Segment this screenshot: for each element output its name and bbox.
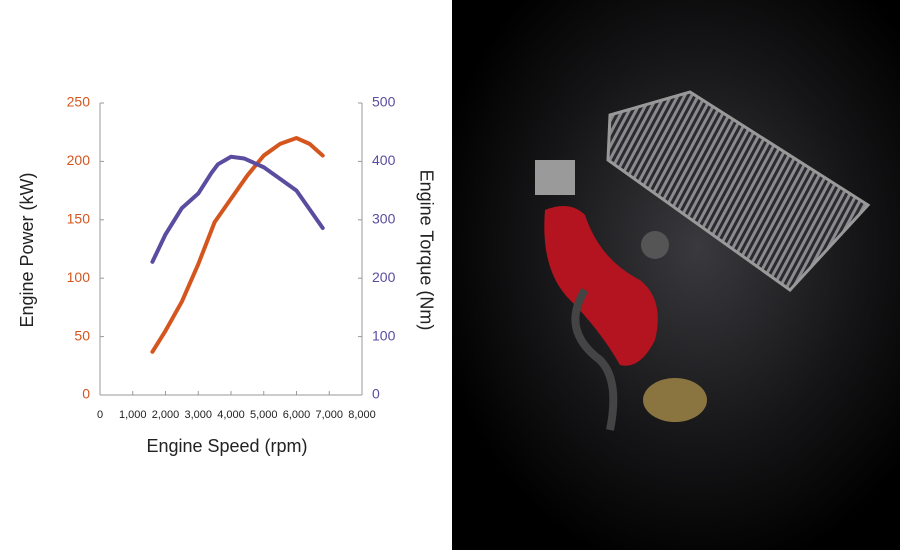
series-line: [150, 136, 325, 354]
y-tick-label: 150: [67, 211, 91, 227]
engine-bracket: [535, 160, 575, 195]
y-tick-label: 0: [82, 386, 90, 402]
y-tick-label: 100: [67, 269, 91, 285]
series-line: [150, 154, 325, 264]
y2-axis-title: Engine Torque (Nm): [416, 170, 436, 331]
photo-background: [452, 0, 900, 550]
x-tick-label: 8,000: [348, 409, 376, 421]
x-tick-label: 6,000: [283, 409, 311, 421]
intercooler: [606, 90, 871, 292]
throttle-body: [641, 231, 669, 259]
x-tick-label: 5,000: [250, 409, 278, 421]
x-tick-label: 4,000: [217, 409, 245, 421]
y-tick-label: 250: [67, 94, 91, 110]
x-tick-label: 7,000: [315, 409, 343, 421]
y-tick-label: 200: [67, 152, 91, 168]
hose: [571, 287, 618, 431]
x-tick-label: 3,000: [184, 409, 212, 421]
y2-tick-label: 0: [372, 386, 380, 402]
y-tick-label: 50: [74, 327, 90, 343]
engine-photo: [452, 0, 900, 550]
chart: Engine Speed (rpm) Engine Power (kW) Eng…: [17, 94, 437, 456]
x-tick-label: 0: [97, 409, 103, 421]
x-axis-title: Engine Speed (rpm): [146, 436, 307, 456]
y2-tick-label: 300: [372, 211, 396, 227]
y2-tick-label: 200: [372, 269, 396, 285]
y2-tick-label: 100: [372, 327, 396, 343]
x-tick-label: 1,000: [119, 409, 147, 421]
x-tick-label: 2,000: [152, 409, 180, 421]
y2-tick-label: 400: [372, 152, 396, 168]
oil-cap: [643, 378, 707, 422]
y-axis-title: Engine Power (kW): [17, 172, 37, 327]
y2-tick-label: 500: [372, 94, 396, 110]
intake-pipe: [544, 206, 658, 366]
